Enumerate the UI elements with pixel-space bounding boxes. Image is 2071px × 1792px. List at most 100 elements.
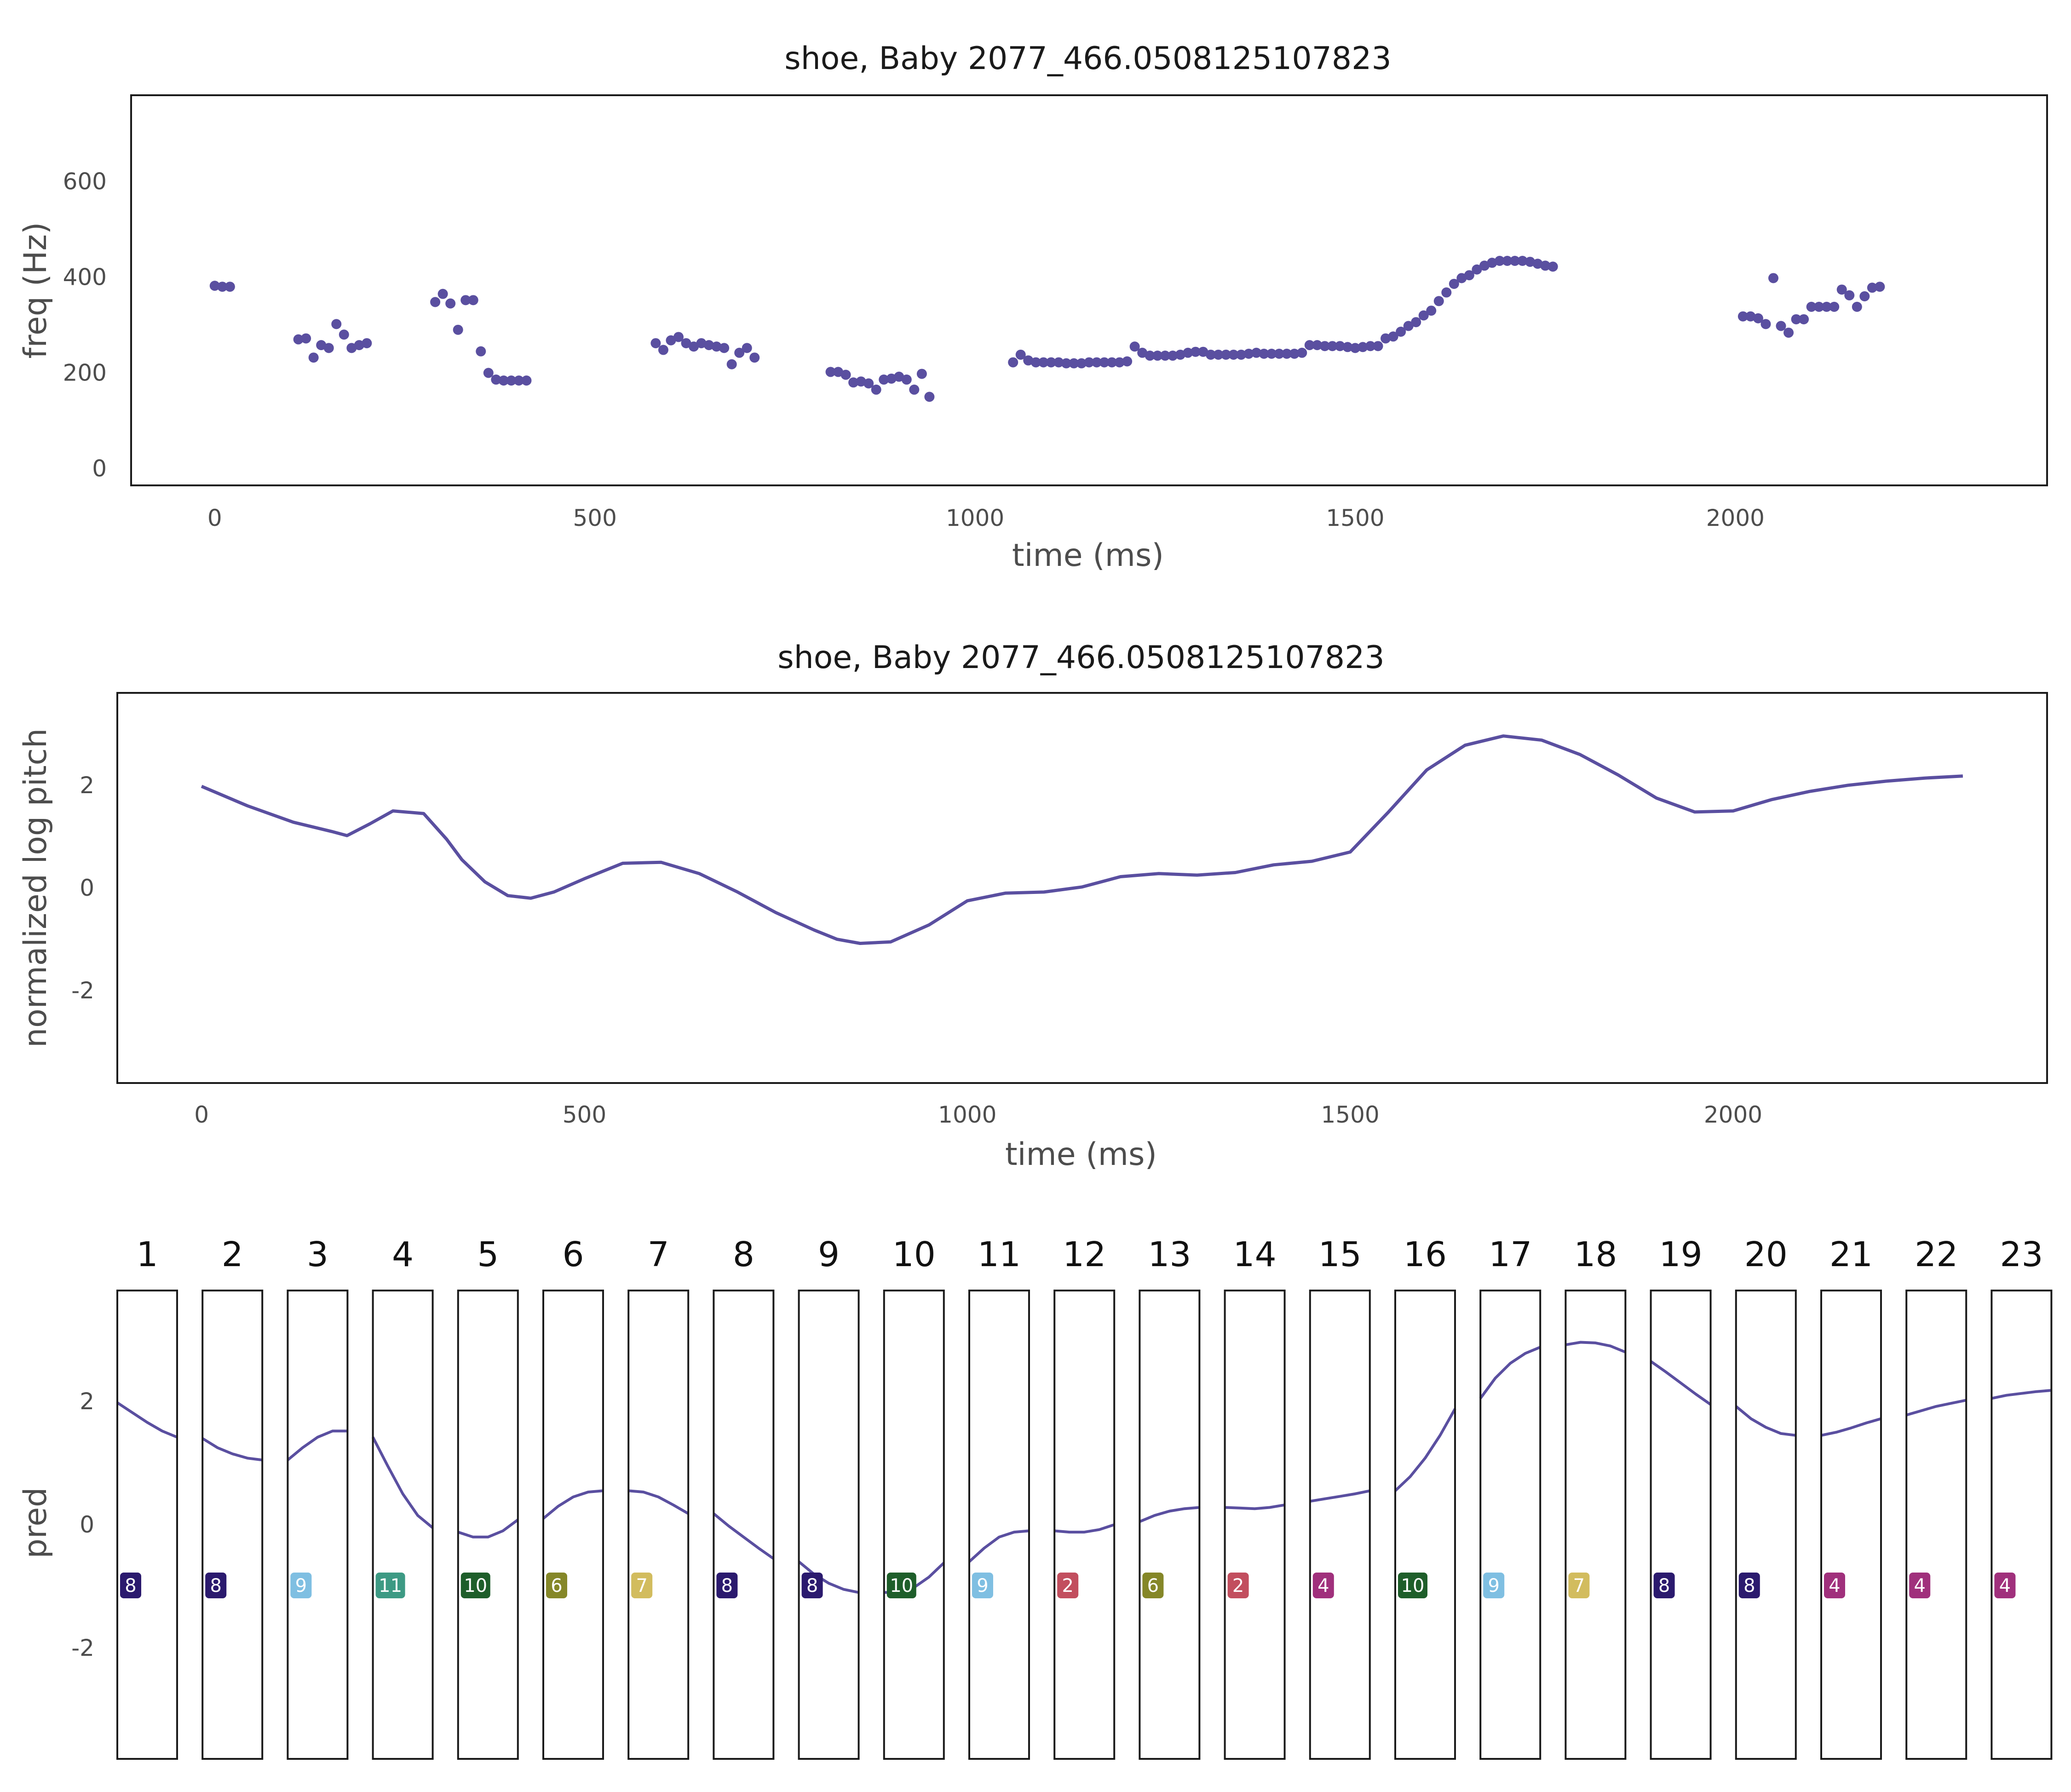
freq-point <box>1304 340 1315 351</box>
freq-point <box>1806 301 1817 312</box>
freq-point <box>1737 311 1748 322</box>
freq-point <box>1381 333 1391 344</box>
cluster-badge <box>1994 1573 2016 1598</box>
cluster-badge-label: 7 <box>1573 1575 1585 1596</box>
cluster-badge <box>1142 1573 1164 1598</box>
segment-17: 17 9 <box>1479 1235 1542 1760</box>
cluster-badge-label: 8 <box>721 1575 733 1596</box>
cluster-badge-label: 7 <box>636 1575 647 1596</box>
panel-2-x-axis-label: time (ms) <box>1005 1136 1157 1173</box>
freq-point <box>1122 356 1133 367</box>
freq-point <box>666 335 676 346</box>
freq-point <box>1069 358 1079 369</box>
freq-point <box>1243 348 1254 359</box>
freq-point <box>909 384 920 395</box>
freq-point <box>1510 256 1520 266</box>
segment-frame <box>457 1290 519 1760</box>
freq-point <box>1168 351 1178 361</box>
freq-point <box>1852 301 1862 312</box>
cluster-badge <box>716 1573 738 1598</box>
cluster-badge-label: 8 <box>806 1575 818 1596</box>
segment-frame <box>116 1290 178 1760</box>
segment-number: 8 <box>733 1235 754 1274</box>
freq-point <box>1015 349 1026 360</box>
cluster-badge <box>1227 1573 1249 1598</box>
segment-22: 22 4 <box>1905 1235 1967 1760</box>
segment-frame <box>1224 1290 1286 1760</box>
x-tick-label: 0 <box>194 1101 209 1128</box>
freq-point <box>1061 358 1071 369</box>
freq-point <box>346 343 357 353</box>
freq-point <box>1076 358 1087 369</box>
segment-frame <box>1735 1290 1797 1760</box>
segment-frame <box>1905 1290 1967 1760</box>
freq-point <box>476 346 486 357</box>
freq-scatter-panel: shoe, Baby 2077_466.0508125107823 0 500 10… <box>17 40 2048 574</box>
panel-2-title: shoe, Baby 2077_466.0508125107823 <box>777 640 1384 676</box>
segment-pred-line <box>798 1561 859 1594</box>
freq-point <box>1502 256 1513 266</box>
freq-point <box>1251 347 1262 358</box>
freq-point <box>1274 348 1284 359</box>
segment-number: 16 <box>1404 1235 1447 1274</box>
cluster-badge-label: 9 <box>295 1575 307 1596</box>
freq-point <box>209 281 220 291</box>
freq-point <box>460 295 471 305</box>
freq-point <box>1472 264 1482 275</box>
x-tick-label: 0 <box>207 505 222 531</box>
freq-point <box>1814 301 1824 312</box>
freq-point <box>1396 327 1406 337</box>
segment-frame <box>1053 1290 1116 1760</box>
freq-point <box>1532 259 1543 269</box>
freq-point <box>1236 349 1247 360</box>
freq-point <box>1023 355 1034 366</box>
segment-frame <box>1565 1290 1627 1760</box>
freq-point <box>879 375 889 385</box>
segment-20: 20 8 <box>1735 1235 1797 1760</box>
freq-point <box>331 319 342 329</box>
freq-point <box>848 377 859 388</box>
segment-19: 19 8 <box>1650 1235 1712 1760</box>
freq-point <box>1547 261 1558 272</box>
freq-point <box>1137 347 1148 358</box>
freq-point <box>1449 278 1459 289</box>
segment-pred-line <box>713 1512 775 1560</box>
segment-frame <box>1990 1290 2053 1760</box>
cluster-badge-label: 4 <box>1317 1575 1329 1596</box>
freq-point <box>742 343 752 353</box>
freq-point <box>1175 349 1185 360</box>
cluster-badge <box>546 1573 567 1598</box>
segment-frame <box>287 1290 349 1760</box>
freq-point <box>1745 311 1756 322</box>
segment-4: 4 11 <box>371 1235 434 1760</box>
segment-pred-line <box>1906 1399 1967 1417</box>
panel-3-plot-area: 1828394115106677889810101191221361421541… <box>71 1235 2053 1760</box>
panel-1-title: shoe, Baby 2077_466.0508125107823 <box>784 40 1391 77</box>
segment-number: 12 <box>1063 1235 1106 1274</box>
freq-point <box>1791 314 1801 324</box>
freq-point <box>1145 351 1155 361</box>
y-tick-label: 400 <box>63 264 107 290</box>
segment-number: 19 <box>1659 1235 1703 1274</box>
freq-point <box>1411 317 1421 328</box>
segment-number: 1 <box>136 1235 158 1274</box>
cluster-badge-label: 6 <box>551 1575 562 1596</box>
segment-frame <box>1394 1290 1456 1760</box>
segment-number: 18 <box>1574 1235 1617 1274</box>
freq-point <box>1867 282 1877 293</box>
segment-frame <box>1820 1290 1882 1760</box>
segment-frame <box>968 1290 1030 1760</box>
freq-point <box>354 340 364 351</box>
segment-pred-line <box>371 1436 434 1529</box>
freq-point <box>1768 273 1778 283</box>
panel-2-plot-area: 0 500 1000 1500 2000 -2 0 2 <box>71 734 1963 1128</box>
segment-number: 17 <box>1489 1235 1532 1274</box>
freq-point <box>650 338 661 348</box>
cluster-badge <box>1483 1573 1505 1598</box>
cluster-badge-label: 9 <box>977 1575 988 1596</box>
x-tick-label: 2000 <box>1704 1101 1762 1128</box>
x-tick-label: 500 <box>573 505 616 531</box>
freq-point <box>658 345 668 355</box>
freq-point <box>1190 346 1201 357</box>
